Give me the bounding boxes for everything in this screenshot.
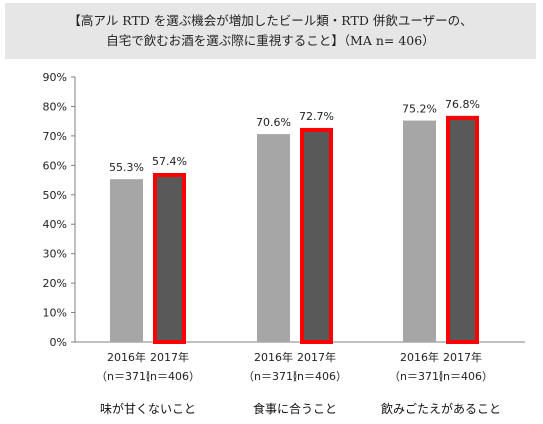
y-tick-label: 40%: [43, 218, 67, 231]
x-year-label: 2016年: [107, 350, 146, 364]
data-label: 76.8%: [445, 98, 480, 111]
category-label: 食事に合うこと: [253, 401, 337, 416]
x-n-label: （n＝406）: [139, 370, 200, 383]
data-label: 70.6%: [256, 116, 291, 129]
y-tick-label: 60%: [43, 159, 67, 172]
bar-2016-0: [110, 179, 143, 342]
chart-title-line-1: 【高アル RTD を選ぶ機会が増加したビール類・RTD 併飲ユーザーの、: [68, 13, 473, 28]
data-label: 57.4%: [152, 155, 187, 168]
bar-2016-2: [403, 120, 436, 342]
x-year-label: 2016年: [400, 350, 439, 364]
x-n-label: （n＝371）: [96, 370, 157, 383]
x-n-label: （n＝406）: [286, 370, 347, 383]
y-tick-label: 70%: [43, 130, 67, 143]
data-label: 72.7%: [299, 110, 334, 123]
y-tick-label: 80%: [43, 100, 67, 113]
x-n-label: （n＝371）: [389, 370, 450, 383]
y-tick-label: 10%: [43, 307, 67, 320]
x-n-label: （n＝406）: [432, 370, 493, 383]
data-label: 75.2%: [402, 103, 437, 116]
y-tick-label: 0%: [50, 336, 67, 349]
x-n-label: （n＝371）: [243, 370, 304, 383]
category-label: 飲みごたえがあること: [381, 401, 501, 416]
x-year-label: 2017年: [297, 350, 336, 364]
data-label: 55.3%: [109, 161, 144, 174]
bar-2017-2: [446, 115, 479, 344]
bar-2016-1: [257, 134, 290, 342]
chart-title: 【高アル RTD を選ぶ機会が増加したビール類・RTD 併飲ユーザーの、 自宅で…: [5, 3, 536, 59]
y-tick-label: 20%: [43, 277, 67, 290]
x-year-label: 2017年: [443, 350, 482, 364]
chart-title-line-2: 自宅で飲むお酒を選ぶ際に重視すること】（MA n= 406）: [106, 33, 435, 48]
bar-2017-0: [153, 172, 186, 344]
category-label: 味が甘くないこと: [100, 401, 196, 416]
y-tick-label: 50%: [43, 189, 67, 202]
x-year-label: 2017年: [150, 350, 189, 364]
bar-2017-1: [300, 127, 333, 344]
y-tick-label: 90%: [43, 71, 67, 84]
x-year-label: 2016年: [254, 350, 293, 364]
y-tick-label: 30%: [43, 248, 67, 261]
